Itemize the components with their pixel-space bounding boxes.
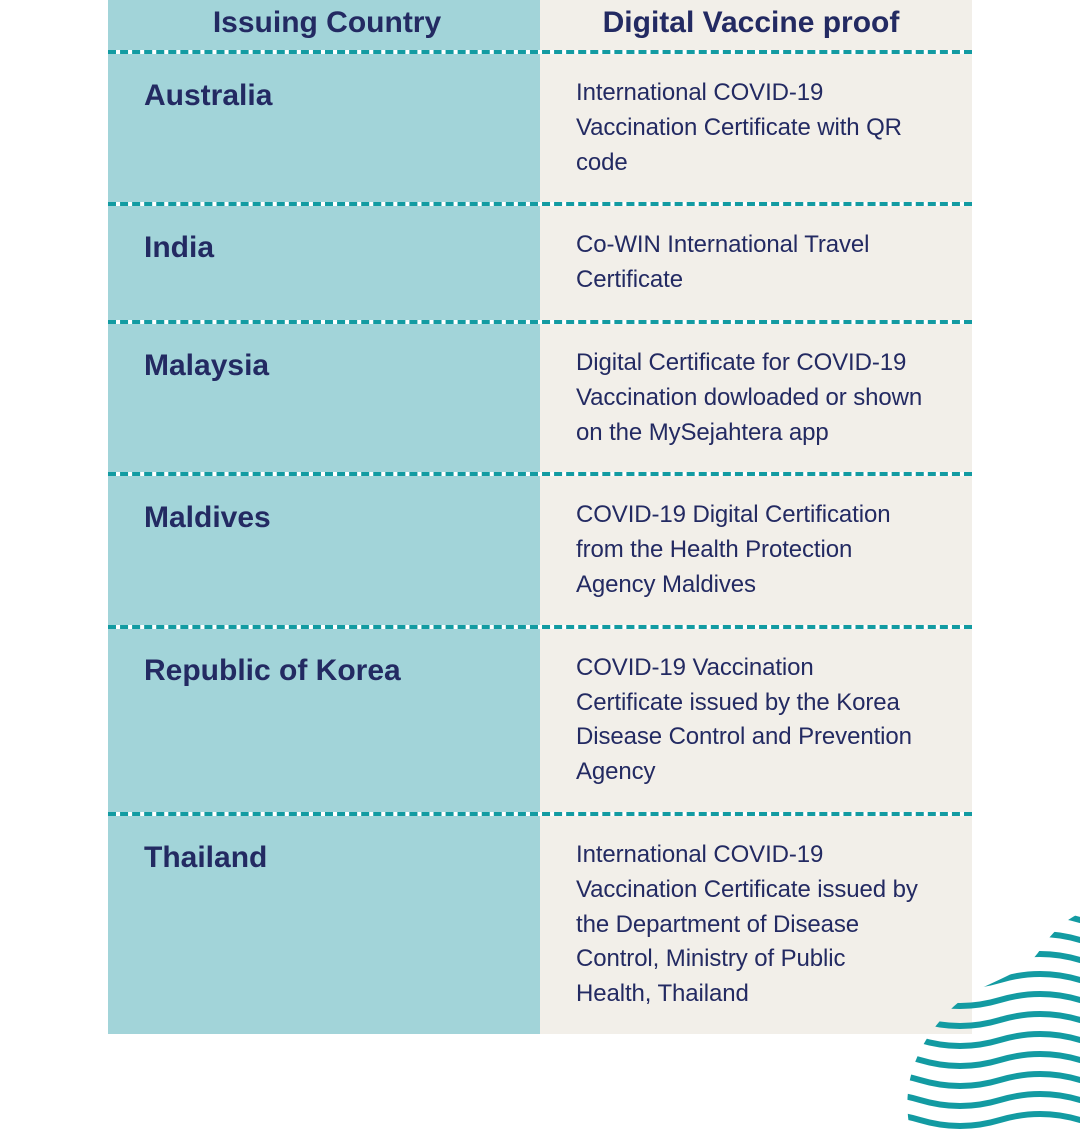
proof-text: International COVID-19 Vaccination Certi… <box>576 76 926 180</box>
proof-text: Co-WIN International Travel Certificate <box>576 228 926 298</box>
table-row: Maldives COVID-19 Digital Certification … <box>108 476 972 628</box>
country-name: Thailand <box>144 838 510 879</box>
table-row: Malaysia Digital Certificate for COVID-1… <box>108 324 972 476</box>
country-name: India <box>144 228 510 269</box>
country-name: Australia <box>144 76 510 117</box>
proof-text: COVID-19 Digital Certification from the … <box>576 498 926 602</box>
table-header-row: Issuing Country Digital Vaccine proof <box>108 0 972 54</box>
header-digital-proof: Digital Vaccine proof <box>540 0 972 50</box>
table-row: Republic of Korea COVID-19 Vaccination C… <box>108 629 972 816</box>
country-name: Maldives <box>144 498 510 539</box>
country-name: Republic of Korea <box>144 651 510 692</box>
table-row: Australia International COVID-19 Vaccina… <box>108 54 972 206</box>
proof-text: Digital Certificate for COVID-19 Vaccina… <box>576 346 926 450</box>
table-row: Thailand International COVID-19 Vaccinat… <box>108 816 972 1034</box>
country-name: Malaysia <box>144 346 510 387</box>
wave-decoration <box>860 870 1080 1130</box>
proof-text: COVID-19 Vaccination Certificate issued … <box>576 651 926 790</box>
table-row: India Co-WIN International Travel Certif… <box>108 206 972 324</box>
header-issuing-country: Issuing Country <box>108 0 540 50</box>
vaccine-proof-table: Issuing Country Digital Vaccine proof Au… <box>108 0 972 1034</box>
